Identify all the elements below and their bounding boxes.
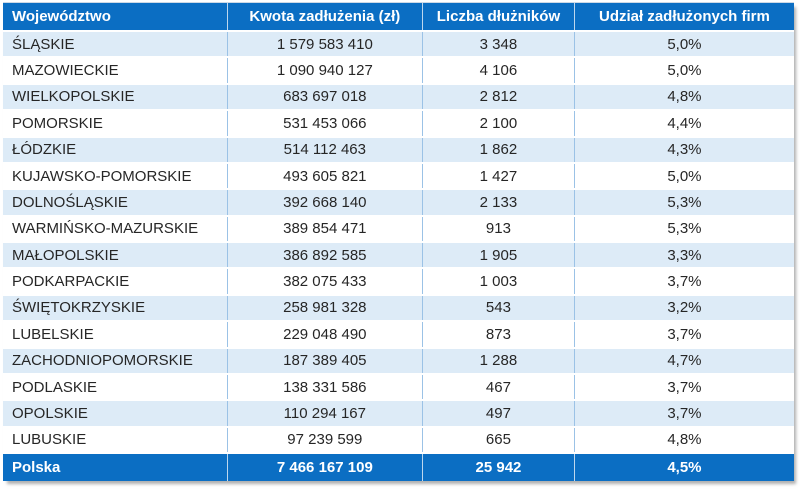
amount-cell: 392 668 140 (228, 190, 424, 215)
table-row: DOLNOŚLĄSKIE 392 668 140 2 133 5,3% (3, 190, 794, 217)
region-cell: ŚWIĘTOKRZYSKIE (3, 295, 228, 321)
share-cell: 4,4% (667, 114, 702, 132)
debtors-cell: 3 348 (423, 32, 575, 57)
amount-cell: 683 697 018 (228, 84, 424, 110)
table-row: ŁÓDZKIE 514 112 463 1 862 4,3% (3, 137, 794, 164)
amount-cell: 531 453 066 (228, 111, 424, 136)
debtors-cell: 2 100 (423, 111, 575, 136)
amount-cell: 1 090 940 127 (228, 58, 424, 83)
amount-cell: 493 605 821 (228, 163, 424, 189)
amount-cell: 110 294 167 (228, 401, 424, 426)
total-region-cell: Polska (3, 454, 228, 481)
debtors-cell: 2 133 (423, 190, 575, 215)
table-row: WARMIŃSKO-MAZURSKIE 389 854 471 913 5,3% (3, 216, 794, 243)
column-header-kwota-zadluzenia: Kwota zadłużenia (zł) (228, 3, 424, 30)
table-total-row: Polska 7 466 167 109 25 942 4,5% (3, 454, 794, 481)
debtors-cell: 913 (423, 216, 575, 241)
share-cell: 3,7% (667, 273, 702, 291)
amount-cell: 389 854 471 (228, 216, 424, 241)
share-cell: 3,7% (667, 325, 702, 343)
debtors-cell: 1 905 (423, 243, 575, 268)
share-cell: 5,0% (667, 35, 702, 53)
region-cell: PODLASKIE (3, 374, 228, 400)
share-cell: 3,2% (667, 299, 702, 317)
table-row: LUBUSKIE 97 239 599 665 4,8% (3, 427, 794, 454)
region-cell: LUBUSKIE (3, 427, 228, 452)
table-row: PODKARPACKIE 382 075 433 1 003 3,7% (3, 269, 794, 296)
debtors-cell: 1 862 (423, 137, 575, 162)
amount-cell: 386 892 585 (228, 243, 424, 268)
total-share-cell: 4,5% (667, 459, 702, 476)
region-cell: PODKARPACKIE (3, 269, 228, 294)
region-cell: POMORSKIE (3, 111, 228, 136)
debtors-cell: 665 (423, 427, 575, 452)
share-cell: 4,8% (667, 431, 702, 449)
region-cell: ZACHODNIOPOMORSKIE (3, 348, 228, 373)
share-cell: 5,0% (667, 62, 702, 80)
region-cell: MAŁOPOLSKIE (3, 243, 228, 268)
region-cell: WIELKOPOLSKIE (3, 84, 228, 110)
table-row: PODLASKIE 138 331 586 467 3,7% (3, 374, 794, 402)
share-cell: 4,3% (667, 141, 702, 159)
share-cell: 4,7% (667, 352, 702, 370)
region-cell: LUBELSKIE (3, 322, 228, 347)
table-row: KUJAWSKO-POMORSKIE 493 605 821 1 427 5,0… (3, 163, 794, 191)
debtors-cell: 497 (423, 401, 575, 426)
region-cell: OPOLSKIE (3, 401, 228, 426)
amount-cell: 229 048 490 (228, 322, 424, 347)
column-header-liczba-dluznikow: Liczba dłużników (423, 3, 575, 30)
debtors-cell: 1 003 (423, 269, 575, 294)
amount-cell: 187 389 405 (228, 348, 424, 373)
total-amount-cell: 7 466 167 109 (228, 454, 424, 481)
region-cell: KUJAWSKO-POMORSKIE (3, 163, 228, 189)
share-cell: 5,3% (667, 220, 702, 238)
debtors-cell: 1 288 (423, 348, 575, 373)
amount-cell: 1 579 583 410 (228, 32, 424, 57)
share-cell: 4,8% (667, 88, 702, 106)
amount-cell: 514 112 463 (228, 137, 424, 162)
debtors-cell: 1 427 (423, 163, 575, 189)
table-body: ŚLĄSKIE 1 579 583 410 3 348 5,0% MAZOWIE… (3, 32, 794, 454)
region-cell: ŁÓDZKIE (3, 137, 228, 162)
total-debtors-cell: 25 942 (423, 454, 575, 481)
table-row: ŚWIĘTOKRZYSKIE 258 981 328 543 3,2% (3, 295, 794, 323)
debtors-cell: 467 (423, 374, 575, 400)
region-cell: ŚLĄSKIE (3, 32, 228, 57)
amount-cell: 138 331 586 (228, 374, 424, 400)
table-row: MAZOWIECKIE 1 090 940 127 4 106 5,0% (3, 58, 794, 85)
column-header-udzial-zadluzonych-firm: Udział zadłużonych firm (598, 8, 770, 25)
share-cell: 3,7% (667, 378, 702, 396)
debtors-cell: 2 812 (423, 84, 575, 110)
debtors-cell: 4 106 (423, 58, 575, 83)
table-row: ZACHODNIOPOMORSKIE 187 389 405 1 288 4,7… (3, 348, 794, 375)
share-cell: 3,3% (667, 246, 702, 264)
debtors-cell: 543 (423, 295, 575, 321)
amount-cell: 97 239 599 (228, 427, 424, 452)
share-cell: 3,7% (667, 404, 702, 422)
table-row: OPOLSKIE 110 294 167 497 3,7% (3, 401, 794, 428)
table-row: POMORSKIE 531 453 066 2 100 4,4% (3, 111, 794, 138)
table-row: LUBELSKIE 229 048 490 873 3,7% (3, 322, 794, 349)
share-cell: 5,0% (667, 167, 702, 185)
table-row: MAŁOPOLSKIE 386 892 585 1 905 3,3% (3, 243, 794, 270)
debtors-cell: 873 (423, 322, 575, 347)
region-cell: MAZOWIECKIE (3, 58, 228, 83)
amount-cell: 258 981 328 (228, 295, 424, 321)
table-row: WIELKOPOLSKIE 683 697 018 2 812 4,8% (3, 84, 794, 112)
amount-cell: 382 075 433 (228, 269, 424, 294)
share-cell: 5,3% (667, 193, 702, 211)
region-cell: WARMIŃSKO-MAZURSKIE (3, 216, 228, 241)
table-row: ŚLĄSKIE 1 579 583 410 3 348 5,0% (3, 32, 794, 59)
region-cell: DOLNOŚLĄSKIE (3, 190, 228, 215)
table-header-row: Województwo Kwota zadłużenia (zł) Liczba… (3, 3, 794, 32)
voivodeship-debt-table: Województwo Kwota zadłużenia (zł) Liczba… (3, 2, 794, 481)
column-header-wojewodztwo: Województwo (3, 3, 228, 30)
